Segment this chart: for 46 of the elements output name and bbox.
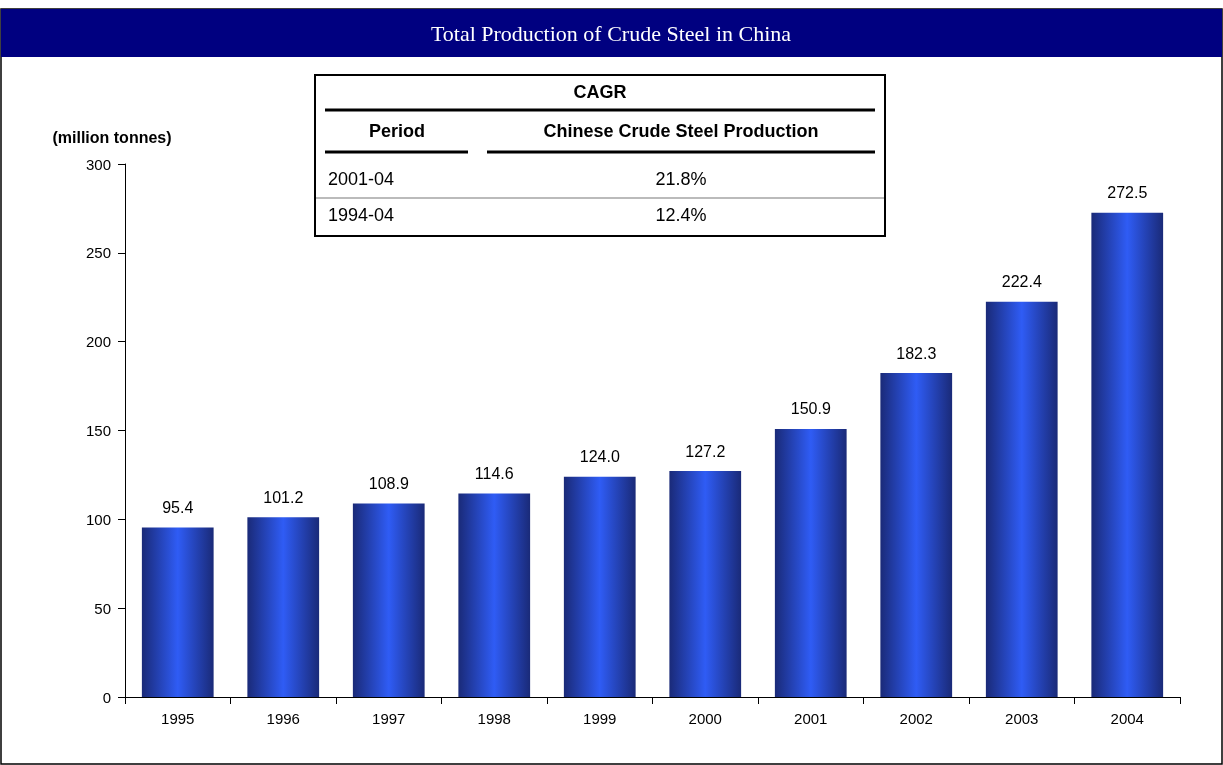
- annotation: 21.8%: [655, 169, 707, 189]
- bar: [669, 471, 742, 697]
- bar: [880, 373, 953, 697]
- bar: [141, 527, 214, 697]
- data-label: 222.4: [1001, 273, 1042, 291]
- data-label: 95.4: [162, 499, 194, 517]
- y-tick-label: 200: [85, 333, 111, 351]
- y-tick-label: 50: [94, 599, 111, 617]
- data-label: 150.9: [790, 400, 831, 418]
- text: Period: [368, 121, 426, 141]
- data-label: 182.3: [896, 344, 937, 362]
- x-tick-label: 2000: [688, 710, 722, 727]
- annotation: 1994-04: [328, 205, 395, 225]
- x-tick-label: 2004: [1110, 710, 1144, 727]
- text: CAGR: [573, 82, 627, 102]
- bar: [1091, 212, 1164, 697]
- y-tick-label: 150: [85, 422, 111, 439]
- data-label: 272.5: [1107, 184, 1148, 202]
- bar: [563, 476, 636, 697]
- x-tick-label: 2001: [794, 710, 828, 727]
- annotation: 12.4%: [655, 205, 707, 225]
- data-label: 101.2: [263, 488, 304, 506]
- y-tick-label: 0: [102, 688, 111, 706]
- y-tick-label: 100: [85, 510, 111, 528]
- data-label: 124.0: [579, 448, 620, 466]
- annotation: 2001-04: [328, 169, 395, 189]
- x-tick-label: 1999: [583, 710, 617, 727]
- x-tick-label: 2002: [899, 710, 933, 727]
- bar: [985, 301, 1058, 697]
- x-tick-label: 1997: [372, 710, 406, 727]
- data-label: 114.6: [474, 464, 514, 482]
- y-axis-title: (million tonnes): [52, 128, 172, 146]
- x-tick-label: 1996: [266, 710, 300, 727]
- bar: [774, 428, 847, 697]
- chart-title: Total Production of Crude Steel in China: [430, 20, 792, 46]
- y-tick-label: 300: [85, 155, 111, 173]
- text: Chinese Crude Steel Production: [543, 121, 819, 141]
- bar: [352, 503, 425, 697]
- x-tick-label: 1995: [161, 710, 195, 727]
- bar: [458, 493, 531, 697]
- x-tick-label: 2003: [1005, 710, 1039, 727]
- x-tick-label: 1998: [477, 710, 511, 727]
- data-label: 127.2: [685, 442, 726, 460]
- data-label: 108.9: [368, 475, 409, 493]
- bar: [247, 517, 320, 697]
- y-tick-label: 250: [85, 244, 111, 262]
